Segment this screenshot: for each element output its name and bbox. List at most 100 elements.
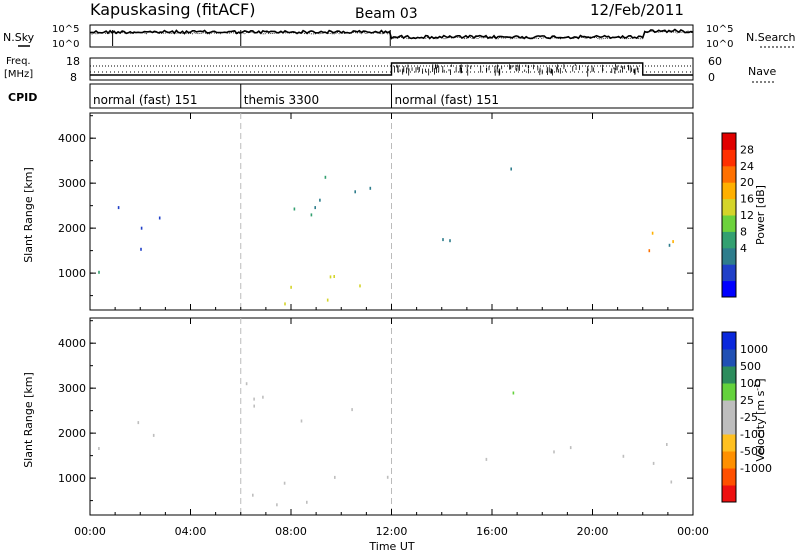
data-cell bbox=[512, 391, 515, 395]
colorbar-segment bbox=[722, 264, 736, 282]
nsearch-trace bbox=[89, 30, 694, 40]
colorbar-tick-label: 8 bbox=[740, 225, 747, 238]
colorbar-segment bbox=[722, 231, 736, 249]
data-cell bbox=[140, 247, 142, 251]
data-cell bbox=[326, 298, 329, 302]
colorbar-tick-label: -1000 bbox=[740, 462, 772, 475]
x-tick-label: 00:00 bbox=[74, 525, 106, 538]
colorbar-segment bbox=[722, 280, 736, 298]
cpid-segment-label: themis 3300 bbox=[244, 93, 319, 107]
data-cell bbox=[252, 493, 254, 497]
data-cell bbox=[262, 395, 264, 399]
data-cell bbox=[333, 275, 335, 278]
data-cell bbox=[140, 226, 143, 230]
colorbar-tick-label: -100 bbox=[740, 428, 765, 441]
colorbar-tick-label: 12 bbox=[740, 209, 754, 222]
colorbar-segment bbox=[722, 182, 736, 200]
colorbar-segment bbox=[722, 434, 736, 452]
data-cell bbox=[253, 397, 255, 401]
data-cell bbox=[553, 450, 555, 454]
colorbar-segment bbox=[722, 165, 736, 183]
cpid-label: CPID bbox=[8, 91, 37, 104]
noise-strip-frame bbox=[89, 24, 694, 48]
data-cell bbox=[314, 206, 316, 210]
colorbar-segment bbox=[722, 247, 736, 265]
data-cell bbox=[485, 457, 488, 461]
x-tick-label: 12:00 bbox=[376, 525, 408, 538]
colorbar-segment bbox=[722, 485, 736, 503]
colorbar-tick-label: 1000 bbox=[740, 343, 768, 356]
data-cell bbox=[386, 475, 389, 479]
power-colorbar: 28 24 20 16 12 8 4 bbox=[721, 132, 754, 298]
power-scatter bbox=[98, 167, 674, 306]
power-colorbar-label: Power [dB] bbox=[754, 185, 767, 245]
colorbar-frame bbox=[721, 331, 737, 503]
data-cell bbox=[137, 421, 140, 425]
colorbar-tick-label: 24 bbox=[740, 160, 754, 173]
noise-tick-high-left: 10^5 bbox=[52, 24, 79, 35]
y-tick-label: 1000 bbox=[58, 472, 86, 485]
colorbar-segment bbox=[722, 215, 736, 232]
colorbar-segment bbox=[722, 149, 736, 167]
data-cell bbox=[354, 190, 356, 194]
colorbar-segment bbox=[722, 468, 736, 486]
nsky-trace bbox=[89, 28, 694, 40]
data-cell bbox=[652, 461, 655, 465]
x-axis-ticks: 00:00 04:00 08:00 12:00 16:00 20:00 00:00 bbox=[74, 113, 709, 538]
colorbar-tick-label: 4 bbox=[740, 242, 747, 255]
colorbar-tick-label: 100 bbox=[740, 377, 761, 390]
beam-title: Beam 03 bbox=[355, 6, 418, 22]
data-cell bbox=[442, 238, 444, 242]
data-cell bbox=[306, 500, 308, 504]
data-cell bbox=[290, 285, 292, 289]
freq-trace bbox=[90, 62, 693, 76]
nave-tick-low: 0 bbox=[708, 71, 715, 84]
velocity-label-end: ] bbox=[754, 378, 767, 382]
x-tick-label: 04:00 bbox=[175, 525, 207, 538]
velocity-label-sup: -1 bbox=[753, 383, 762, 391]
colorbar-tick-label: 16 bbox=[740, 193, 754, 206]
freq-tick-low: 8 bbox=[70, 71, 77, 84]
cpid-segments: normal (fast) 151 themis 3300 normal (fast… bbox=[93, 84, 499, 108]
data-cell bbox=[666, 443, 668, 446]
colorbar-segment bbox=[722, 400, 736, 418]
colorbar-tick-label: 20 bbox=[740, 176, 754, 189]
data-cell bbox=[324, 175, 327, 179]
nsky-label: N.Sky bbox=[3, 31, 35, 44]
power-y-ticks: 4000 3000 2000 1000 bbox=[58, 115, 693, 297]
colorbar-segment bbox=[722, 349, 736, 367]
data-cell bbox=[283, 481, 286, 485]
data-cell bbox=[622, 454, 625, 458]
x-tick-label: 20:00 bbox=[577, 525, 609, 538]
velocity-y-axis-label: Slant Range [km] bbox=[22, 372, 35, 468]
colorbar-frame bbox=[721, 132, 737, 298]
data-cell bbox=[329, 275, 332, 279]
date-title: 12/Feb/2011 bbox=[590, 1, 684, 19]
y-tick-label: 1000 bbox=[58, 267, 86, 280]
data-cell bbox=[648, 249, 651, 253]
freq-label-line1: Freq. bbox=[6, 56, 31, 67]
colorbar-segment bbox=[722, 417, 736, 435]
nave-label: Nave bbox=[748, 65, 776, 78]
velocity-scatter bbox=[98, 382, 673, 507]
data-cell bbox=[98, 270, 100, 274]
data-cell bbox=[245, 382, 248, 386]
data-cell bbox=[310, 213, 313, 217]
noise-traces bbox=[89, 28, 694, 46]
colorbar-segment bbox=[722, 198, 736, 216]
freq-tick-high: 18 bbox=[66, 55, 80, 68]
data-cell bbox=[152, 433, 155, 437]
data-cell bbox=[651, 231, 654, 235]
x-tick-label: 16:00 bbox=[476, 525, 508, 538]
noise-tick-high-right: 10^5 bbox=[706, 24, 733, 35]
velocity-y-ticks: 4000 3000 2000 1000 bbox=[58, 320, 693, 502]
y-tick-label: 4000 bbox=[58, 132, 86, 145]
colorbar-tick-label: 500 bbox=[740, 360, 761, 373]
mode-change-guides bbox=[240, 113, 392, 515]
x-axis-label: Time UT bbox=[368, 540, 414, 553]
x-tick-label: 08:00 bbox=[275, 525, 307, 538]
data-cell bbox=[253, 404, 255, 408]
data-cell bbox=[369, 186, 372, 190]
power-panel-frame bbox=[89, 112, 694, 311]
